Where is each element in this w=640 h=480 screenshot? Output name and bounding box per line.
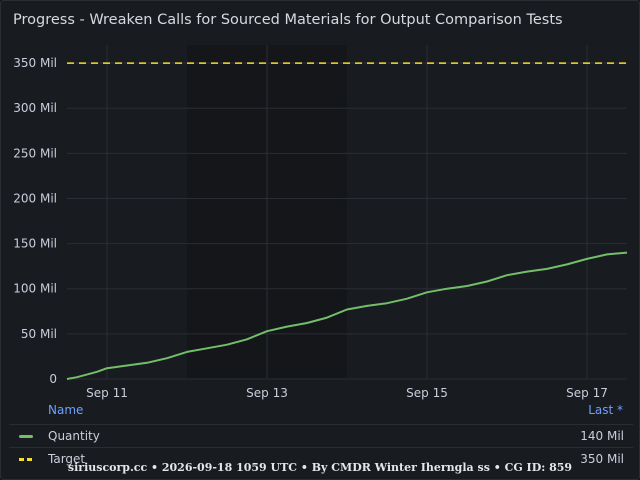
y-tick-label: 200 Mil — [13, 191, 57, 205]
legend-last-quantity: 140 Mil — [580, 429, 624, 443]
y-tick-label: 350 Mil — [13, 56, 57, 70]
series-line-quantity — [66, 251, 628, 380]
x-tick-label: Sep 15 — [406, 386, 448, 400]
time-series-chart[interactable]: 0 50 Mil 100 Mil 150 Mil 200 Mil 250 Mil 300 M… — [1, 41, 640, 401]
legend-last-target: 350 Mil — [580, 452, 624, 466]
y-tick-label: 100 Mil — [13, 282, 57, 296]
legend-item-target[interactable]: Target 350 Mil — [9, 447, 633, 470]
legend-label-target: Target — [48, 452, 86, 466]
legend-label-quantity: Quantity — [48, 429, 100, 443]
legend-item-quantity[interactable]: Quantity 140 Mil — [9, 424, 633, 447]
y-tick-label: 150 Mil — [13, 237, 57, 251]
footer-credit: siriuscorp.cc • 2026-09-18 1059 UTC • By… — [67, 461, 573, 474]
x-tick-label: Sep 13 — [246, 386, 288, 400]
legend-header-last[interactable]: Last * — [588, 403, 623, 417]
x-tick-label: Sep 17 — [566, 386, 608, 400]
x-tick-label: Sep 11 — [86, 386, 128, 400]
legend-swatch-quantity — [19, 435, 33, 438]
panel-title[interactable]: Progress - Wreaken Calls for Sourced Mat… — [13, 12, 563, 28]
legend-header-name[interactable]: Name — [48, 403, 84, 417]
legend-header: Name Last * — [1, 403, 640, 421]
y-tick-label: 50 Mil — [21, 327, 57, 341]
y-tick-label: 300 Mil — [13, 101, 57, 115]
y-tick-label: 0 — [49, 372, 57, 386]
legend-swatch-target — [19, 458, 33, 461]
y-tick-label: 250 Mil — [13, 146, 57, 160]
